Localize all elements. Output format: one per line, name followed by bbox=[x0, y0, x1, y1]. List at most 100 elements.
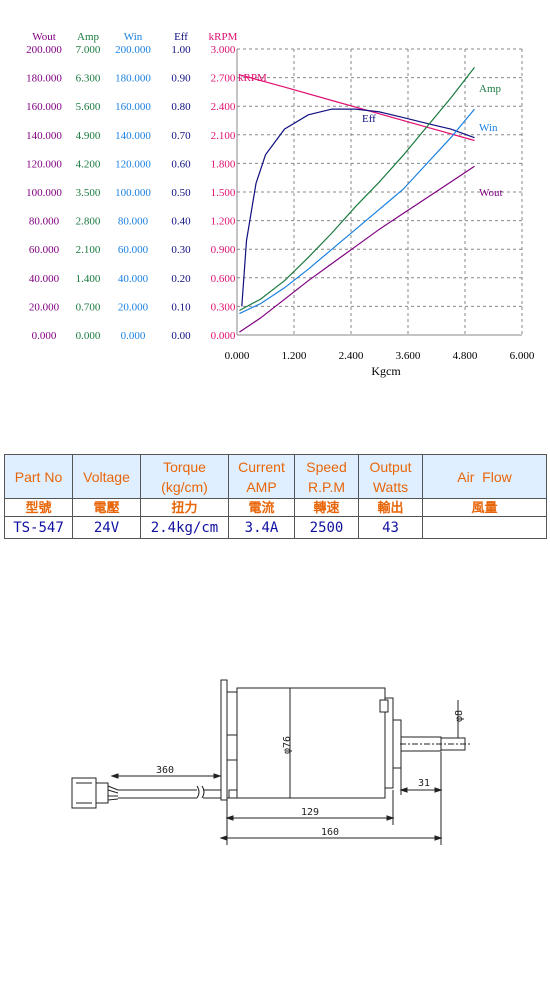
x-tick-label: 1.200 bbox=[282, 350, 307, 362]
shaft-length-label: 31 bbox=[418, 778, 430, 789]
value-torque: 2.4kg/cm bbox=[140, 516, 229, 539]
axis-header-krpm: kRPM bbox=[209, 31, 238, 43]
y-tick-label-win: 120.000 bbox=[115, 158, 151, 170]
body-length-label: 129 bbox=[301, 807, 319, 818]
series-line-eff bbox=[241, 108, 475, 307]
y-tick-label-krpm: 2.100 bbox=[211, 130, 236, 142]
y-tick-label-eff: 0.90 bbox=[171, 73, 191, 85]
header-torque: Torque (kg/cm) bbox=[140, 454, 229, 499]
header-cn-speed: 轉速 bbox=[294, 498, 359, 517]
connector-plug-icon bbox=[71, 777, 119, 809]
y-tick-label-krpm: 0.600 bbox=[211, 273, 236, 285]
value-current: 3.4A bbox=[228, 516, 295, 539]
x-tick-label: 6.000 bbox=[510, 350, 535, 362]
y-tick-label-amp: 2.800 bbox=[76, 216, 101, 228]
y-tick-label-eff: 0.00 bbox=[171, 330, 191, 342]
axis-header-eff: Eff bbox=[174, 31, 188, 43]
y-tick-label-win: 180.000 bbox=[115, 73, 151, 85]
y-tick-label-krpm: 3.000 bbox=[211, 44, 236, 56]
y-tick-label-wout: 180.000 bbox=[26, 73, 62, 85]
value-speed: 2500 bbox=[294, 516, 359, 539]
performance-chart: Wout Amp Win Eff kRPM 200.000 180.000 160.000 1… bbox=[26, 31, 535, 378]
motor-dimension-drawing: 360 φ76 φ8 31 129 160 bbox=[71, 679, 470, 845]
axis-header-amp: Amp bbox=[77, 31, 100, 43]
y-tick-label-eff: 0.70 bbox=[171, 130, 191, 142]
y-tick-label-krpm: 2.700 bbox=[211, 73, 236, 85]
y-tick-label-wout: 140.000 bbox=[26, 130, 62, 142]
spec-table-value-row: TS-547 24V 2.4kg/cm 3.4A 2500 43 bbox=[4, 516, 547, 539]
header-air-flow: Air Flow bbox=[422, 454, 547, 499]
series-label-krpm: kRPM bbox=[238, 72, 267, 84]
header-output: Output Watts bbox=[358, 454, 423, 499]
y-tick-label-krpm: 1.800 bbox=[211, 158, 236, 170]
y-tick-label-win: 0.000 bbox=[121, 330, 146, 342]
axis-header-win: Win bbox=[124, 31, 143, 43]
spec-table-chinese-row: 型號 電壓 扭力 電流 轉速 輸出 風量 bbox=[4, 498, 547, 517]
total-length-label: 160 bbox=[321, 827, 339, 838]
x-axis-label: Kgcm bbox=[371, 364, 401, 378]
y-tick-label-wout: 100.000 bbox=[26, 187, 62, 199]
y-tick-label-krpm: 1.200 bbox=[211, 216, 236, 228]
y-tick-label-amp: 0.000 bbox=[76, 330, 101, 342]
axis-header-wout: Wout bbox=[32, 31, 56, 43]
y-tick-label-eff: 0.20 bbox=[171, 273, 191, 285]
y-tick-label-wout: 120.000 bbox=[26, 158, 62, 170]
y-tick-label-krpm: 1.500 bbox=[211, 187, 236, 199]
series-line-krpm bbox=[239, 74, 475, 142]
y-tick-label-win: 20.000 bbox=[118, 301, 149, 313]
header-voltage: Voltage bbox=[72, 454, 141, 499]
value-part-no: TS-547 bbox=[4, 516, 73, 539]
y-tick-label-amp: 4.900 bbox=[76, 130, 101, 142]
series-label-win: Win bbox=[479, 122, 498, 134]
header-cn-air-flow: 風量 bbox=[422, 498, 547, 517]
y-tick-label-win: 80.000 bbox=[118, 216, 149, 228]
series-label-amp: Amp bbox=[479, 83, 502, 95]
y-tick-label-win: 140.000 bbox=[115, 130, 151, 142]
series-label-eff: Eff bbox=[362, 113, 376, 125]
y-tick-label-win: 100.000 bbox=[115, 187, 151, 199]
y-tick-label-wout: 40.000 bbox=[29, 273, 60, 285]
y-tick-label-wout: 80.000 bbox=[29, 216, 60, 228]
y-tick-label-wout: 160.000 bbox=[26, 101, 62, 113]
y-tick-label-krpm: 0.900 bbox=[211, 244, 236, 256]
y-tick-label-amp: 1.400 bbox=[76, 273, 101, 285]
header-cn-current: 電流 bbox=[228, 498, 295, 517]
y-tick-label-krpm: 0.300 bbox=[211, 301, 236, 313]
shaft-diameter-label: φ8 bbox=[454, 710, 465, 722]
y-tick-label-krpm: 0.000 bbox=[211, 330, 236, 342]
y-tick-label-win: 160.000 bbox=[115, 101, 151, 113]
y-tick-label-wout: 20.000 bbox=[29, 301, 60, 313]
value-voltage: 24V bbox=[72, 516, 141, 539]
y-tick-label-eff: 0.30 bbox=[171, 244, 191, 256]
y-tick-label-wout: 60.000 bbox=[29, 244, 60, 256]
y-tick-label-win: 200.000 bbox=[115, 44, 151, 56]
header-part-no: Part No bbox=[4, 454, 73, 499]
y-tick-label-eff: 0.10 bbox=[171, 301, 191, 313]
x-tick-label: 3.600 bbox=[396, 350, 421, 362]
x-tick-label: 2.400 bbox=[339, 350, 364, 362]
diameter-label: φ76 bbox=[282, 736, 293, 754]
y-tick-label-wout: 0.000 bbox=[32, 330, 57, 342]
spec-table-header-row: Part No Voltage Torque (kg/cm) Current A… bbox=[4, 454, 547, 499]
y-tick-label-krpm: 2.400 bbox=[211, 101, 236, 113]
y-tick-label-win: 60.000 bbox=[118, 244, 149, 256]
series-line-win bbox=[239, 108, 475, 315]
y-tick-label-win: 40.000 bbox=[118, 273, 149, 285]
cable-icon bbox=[118, 785, 230, 799]
y-tick-label-eff: 0.50 bbox=[171, 187, 191, 199]
header-cn-part-no: 型號 bbox=[4, 498, 73, 517]
header-cn-torque: 扭力 bbox=[140, 498, 229, 517]
y-tick-label-amp: 6.300 bbox=[76, 73, 101, 85]
x-tick-label: 4.800 bbox=[453, 350, 478, 362]
y-tick-label-amp: 5.600 bbox=[76, 101, 101, 113]
header-current: Current AMP bbox=[228, 454, 295, 499]
y-tick-label-amp: 3.500 bbox=[76, 187, 101, 199]
y-tick-label-amp: 7.000 bbox=[76, 44, 101, 56]
y-tick-label-eff: 0.40 bbox=[171, 216, 191, 228]
series-line-wout bbox=[239, 165, 475, 333]
header-cn-output: 輸出 bbox=[358, 498, 423, 517]
series-label-wout: Wout bbox=[479, 187, 503, 199]
motor-body-icon bbox=[236, 687, 402, 799]
header-speed: Speed R.P.M bbox=[294, 454, 359, 499]
y-tick-label-eff: 1.00 bbox=[171, 44, 191, 56]
